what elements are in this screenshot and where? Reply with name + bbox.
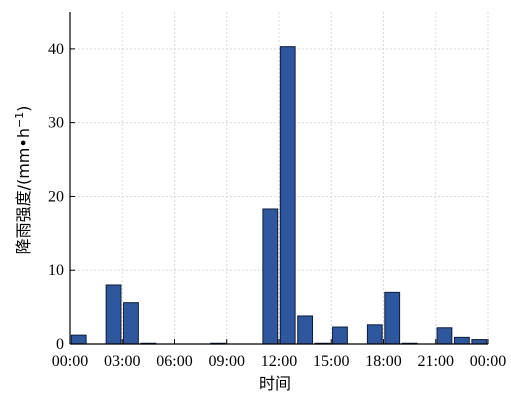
bar-1300 — [297, 315, 314, 345]
y-tick-label: 40 — [48, 41, 64, 58]
x-tick-label: 18:00 — [365, 353, 401, 370]
bar-2100 — [436, 327, 453, 345]
bar-1500 — [332, 326, 348, 345]
x-axis-title: 时间 — [259, 374, 291, 393]
x-tick-label: 03:00 — [104, 353, 140, 370]
x-tick-label: 00:00 — [52, 353, 88, 370]
bar-0300 — [123, 302, 139, 345]
x-tick-label: 00:00 — [470, 353, 506, 370]
bar-1800 — [384, 291, 401, 345]
x-tick-label: 09:00 — [209, 353, 245, 370]
y-axis-title-main: 降雨强度/(mm•h — [14, 128, 33, 254]
bar-0200 — [105, 284, 122, 345]
axes — [69, 12, 489, 345]
y-axis-title-superscript: −1 — [13, 112, 26, 128]
y-tick-label: 10 — [48, 262, 64, 279]
bars — [70, 46, 488, 345]
bar-1200 — [279, 46, 296, 345]
y-axis-title-close: ) — [14, 106, 33, 112]
y-axis-title: 降雨强度/(mm•h−1) — [13, 106, 33, 255]
x-tick-label: 21:00 — [418, 353, 454, 370]
x-tick-label: 12:00 — [261, 353, 297, 370]
y-tick-label: 20 — [48, 188, 64, 205]
y-tick-label: 30 — [48, 115, 64, 132]
bar-1100 — [262, 208, 279, 345]
bar-2300 — [471, 339, 488, 345]
bar-2200 — [453, 336, 470, 345]
x-tick-label: 06:00 — [156, 353, 192, 370]
bar-0000 — [70, 334, 87, 345]
grid-lines — [69, 12, 489, 345]
y-tick-label: 0 — [56, 336, 64, 353]
tick-labels: 0 10 20 30 40 00:00 03:00 06:00 09:00 12:00 15:00 1… — [48, 41, 506, 370]
bar-1700 — [366, 324, 383, 345]
x-tick-label: 15:00 — [313, 353, 349, 370]
